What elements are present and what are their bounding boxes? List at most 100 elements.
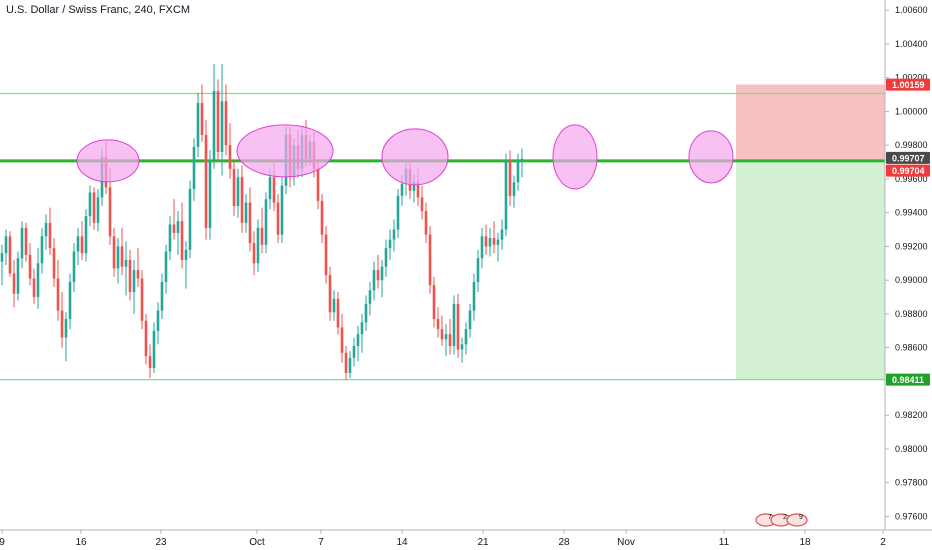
candle[interactable]: [116, 237, 120, 284]
candle[interactable]: [476, 249, 480, 293]
candle[interactable]: [496, 232, 500, 262]
candle[interactable]: [336, 292, 340, 335]
candle[interactable]: [348, 351, 352, 379]
candle[interactable]: [176, 210, 180, 255]
candle[interactable]: [196, 92, 200, 157]
candle[interactable]: [120, 227, 124, 276]
candle[interactable]: [88, 185, 92, 227]
candle[interactable]: [168, 216, 172, 260]
candle[interactable]: [508, 150, 512, 206]
candle[interactable]: [380, 259, 384, 298]
candle[interactable]: [148, 344, 152, 379]
event-badges[interactable]: 7 2 9: [755, 513, 808, 527]
candle[interactable]: [488, 227, 492, 257]
candle[interactable]: [4, 229, 8, 265]
candle[interactable]: [12, 259, 16, 308]
candle[interactable]: [216, 79, 220, 163]
candle[interactable]: [372, 261, 376, 301]
candle[interactable]: [368, 281, 372, 316]
candle[interactable]: [436, 307, 440, 338]
candle[interactable]: [388, 229, 392, 260]
candle[interactable]: [184, 241, 188, 289]
candle[interactable]: [420, 185, 424, 220]
candle[interactable]: [256, 219, 260, 272]
highlight-ellipse[interactable]: [76, 139, 140, 183]
candle[interactable]: [492, 221, 496, 254]
candle[interactable]: [344, 346, 348, 380]
candle[interactable]: [20, 221, 24, 269]
candle[interactable]: [444, 324, 448, 357]
candle[interactable]: [248, 187, 252, 252]
candle[interactable]: [56, 259, 60, 321]
candle[interactable]: [376, 254, 380, 289]
candle[interactable]: [360, 313, 364, 353]
candle[interactable]: [340, 313, 344, 363]
candle[interactable]: [468, 303, 472, 338]
candle[interactable]: [204, 119, 208, 240]
candle[interactable]: [384, 239, 388, 277]
candle[interactable]: [72, 243, 76, 293]
candle[interactable]: [64, 312, 68, 362]
time-axis[interactable]: 9 16 23 Oct 7 14 21 28 Nov 11 18 2: [0, 530, 886, 548]
candle[interactable]: [172, 199, 176, 240]
candle[interactable]: [456, 293, 460, 358]
candle[interactable]: [76, 227, 80, 265]
candle[interactable]: [92, 187, 96, 230]
candle[interactable]: [244, 194, 248, 233]
candle[interactable]: [352, 337, 356, 367]
candle[interactable]: [276, 194, 280, 244]
candle[interactable]: [440, 315, 444, 347]
candle[interactable]: [0, 244, 4, 286]
candle[interactable]: [232, 160, 236, 217]
candle[interactable]: [112, 227, 116, 277]
candle[interactable]: [36, 248, 40, 309]
candle[interactable]: [516, 153, 520, 191]
candle[interactable]: [24, 222, 28, 262]
candle[interactable]: [228, 123, 232, 179]
candle[interactable]: [332, 290, 336, 321]
candle[interactable]: [84, 209, 88, 262]
candle[interactable]: [324, 226, 328, 284]
candle[interactable]: [512, 175, 516, 208]
candle[interactable]: [144, 313, 148, 365]
candle[interactable]: [464, 322, 468, 355]
candle[interactable]: [452, 295, 456, 355]
event-badge[interactable]: 9: [786, 513, 808, 527]
candle[interactable]: [128, 249, 132, 301]
candle[interactable]: [428, 226, 432, 294]
candle[interactable]: [264, 192, 268, 254]
candle[interactable]: [96, 189, 100, 232]
candle[interactable]: [52, 237, 56, 287]
candle[interactable]: [484, 224, 488, 255]
candle[interactable]: [432, 276, 436, 328]
candle[interactable]: [236, 168, 240, 218]
candle[interactable]: [192, 138, 196, 201]
candle[interactable]: [480, 227, 484, 269]
candle[interactable]: [68, 273, 72, 330]
candle[interactable]: [200, 84, 204, 142]
candle[interactable]: [48, 207, 52, 255]
highlight-ellipse[interactable]: [236, 124, 334, 178]
take-profit-zone[interactable]: [736, 161, 885, 380]
candle[interactable]: [140, 270, 144, 330]
candle[interactable]: [364, 295, 368, 331]
candle[interactable]: [448, 319, 452, 355]
candle[interactable]: [32, 268, 36, 304]
candle[interactable]: [208, 150, 212, 240]
candle[interactable]: [132, 259, 136, 314]
candle[interactable]: [320, 194, 324, 244]
candle[interactable]: [28, 243, 32, 286]
candle[interactable]: [252, 231, 256, 276]
candle[interactable]: [212, 64, 216, 169]
candle[interactable]: [188, 180, 192, 259]
stop-loss-zone[interactable]: [736, 84, 885, 162]
candle[interactable]: [164, 244, 168, 294]
candle[interactable]: [460, 337, 464, 363]
candle[interactable]: [124, 241, 128, 296]
candle[interactable]: [260, 207, 264, 254]
candle[interactable]: [220, 64, 224, 176]
candle[interactable]: [16, 251, 20, 301]
candle[interactable]: [8, 231, 12, 277]
